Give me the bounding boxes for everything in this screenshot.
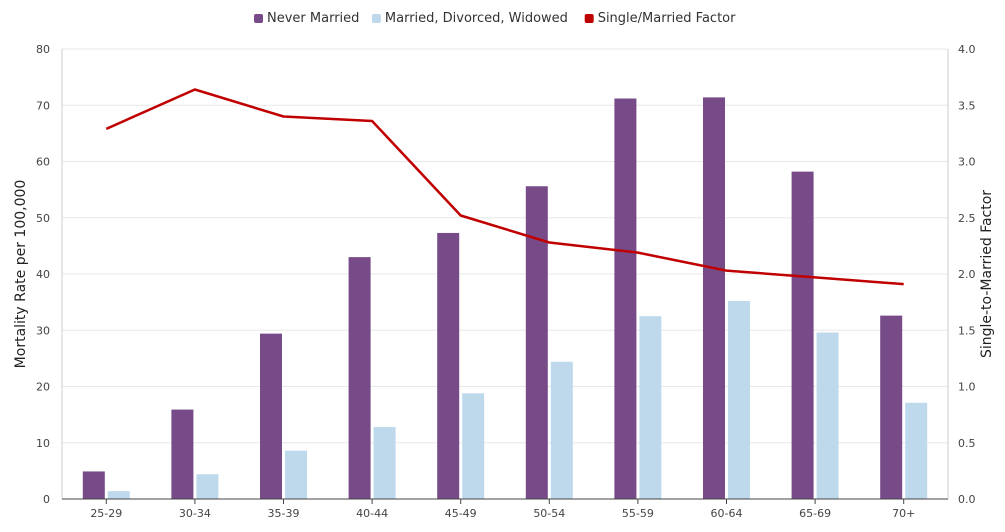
y2-tick-label: 0.0: [958, 493, 976, 506]
bar-never-married: [260, 333, 282, 499]
legend-label: Never Married: [267, 11, 359, 26]
y-tick-label: 40: [36, 268, 50, 281]
y-tick-label: 0: [43, 493, 50, 506]
legend-label: Single/Married Factor: [598, 11, 736, 26]
y2-tick-label: 0.5: [958, 437, 976, 450]
bar-married-divorced-widowed: [285, 450, 307, 499]
bars: [82, 97, 928, 499]
y2-tick-label: 2.0: [958, 268, 976, 281]
x-tick-label: 25-29: [90, 507, 122, 520]
y2-tick-label: 3.5: [958, 99, 976, 112]
bar-married-divorced-widowed: [196, 474, 219, 499]
gridlines: [62, 48, 948, 444]
bar-married-divorced-widowed: [816, 332, 839, 499]
bar-married-divorced-widowed: [905, 402, 928, 499]
bar-never-married: [791, 171, 814, 499]
legend-swatch: [371, 14, 381, 23]
x-tick-label: 55-59: [622, 507, 654, 520]
x-tick-label: 35-39: [268, 507, 300, 520]
y-tick-label: 20: [36, 381, 50, 394]
x-tick-label: 45-49: [445, 507, 477, 520]
y-tick-label: 60: [36, 156, 50, 169]
legend-swatch: [584, 14, 594, 23]
x-tick-label: 50-54: [533, 507, 565, 520]
bar-married-divorced-widowed: [462, 393, 485, 499]
bar-never-married: [82, 471, 105, 499]
x-tick-label: 70+: [892, 507, 915, 520]
bar-never-married: [348, 257, 371, 499]
bar-married-divorced-widowed: [550, 361, 573, 499]
bar-married-divorced-widowed: [639, 316, 662, 499]
y2-axis-title: Single-to-Married Factor: [979, 190, 995, 358]
factor-line-group: [105, 88, 904, 286]
legend-label: Married, Divorced, Widowed: [385, 11, 568, 26]
factor-line: [105, 88, 904, 286]
bar-never-married: [437, 232, 460, 499]
x-tick-label: 65-69: [799, 507, 831, 520]
y2-tick-label: 3.0: [958, 156, 976, 169]
y-tick-label: 10: [36, 437, 50, 450]
y-axis-title: Mortality Rate per 100,000: [13, 180, 29, 369]
y-tick-label: 80: [36, 43, 50, 56]
x-tick-label: 60-64: [711, 507, 743, 520]
y2-tick-label: 2.5: [958, 212, 976, 225]
bar-never-married: [171, 409, 194, 499]
bar-never-married: [525, 186, 548, 499]
x-tick-label: 40-44: [356, 507, 388, 520]
y-tick-label: 70: [36, 99, 50, 112]
y-tick-label: 30: [36, 324, 50, 337]
y-tick-label: 50: [36, 212, 50, 225]
y2-tick-label: 1.5: [958, 324, 976, 337]
bar-never-married: [880, 315, 903, 499]
bar-never-married: [703, 97, 725, 499]
bar-married-divorced-widowed: [373, 427, 396, 499]
legend-swatch: [254, 14, 263, 23]
y2-tick-label: 1.0: [958, 381, 976, 394]
axes: 0 10 20 30 40 50 60 70 80 0.0 0.5 1.0 1.5 2.0 2.5 3.0 3.…: [36, 43, 976, 520]
x-tick-label: 30-34: [179, 507, 211, 520]
bar-never-married: [614, 98, 637, 499]
legend: Never Married Married, Divorced, Widowed S…: [254, 11, 736, 26]
bar-married-divorced-widowed: [107, 491, 130, 499]
y2-tick-label: 4.0: [958, 43, 976, 56]
bar-married-divorced-widowed: [728, 301, 750, 499]
